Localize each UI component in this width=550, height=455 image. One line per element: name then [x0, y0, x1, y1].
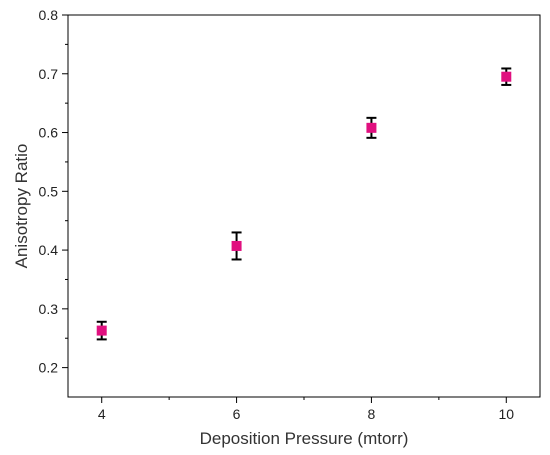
square-marker: [96, 325, 107, 336]
data-point: [96, 320, 107, 341]
y-tick-label: 0.2: [39, 360, 59, 376]
y-tick-label: 0.3: [39, 301, 59, 317]
y-tick-label: 0.6: [39, 125, 59, 141]
x-tick-label: 10: [498, 406, 514, 422]
y-axis-ticks: 0.2 0.3 0.4 0.5 0.6 0.7 0.8: [39, 7, 68, 376]
data-points: [96, 67, 512, 341]
square-marker: [231, 240, 242, 251]
y-tick-label: 0.4: [39, 242, 59, 258]
square-marker: [501, 71, 512, 82]
y-axis-title: Anisotropy Ratio: [12, 144, 31, 269]
data-point: [501, 67, 512, 86]
square-marker: [366, 122, 377, 133]
data-point: [231, 231, 242, 261]
x-tick-label: 8: [368, 406, 376, 422]
y-tick-label: 0.7: [39, 66, 59, 82]
x-axis-title: Deposition Pressure (mtorr): [200, 429, 409, 448]
x-axis-ticks: 4 6 8 10: [98, 397, 514, 422]
data-point: [366, 116, 377, 139]
y-tick-label: 0.5: [39, 183, 59, 199]
x-tick-label: 6: [233, 406, 241, 422]
x-tick-label: 4: [98, 406, 106, 422]
plot-frame: [67, 14, 541, 398]
y-tick-label: 0.8: [39, 7, 59, 23]
